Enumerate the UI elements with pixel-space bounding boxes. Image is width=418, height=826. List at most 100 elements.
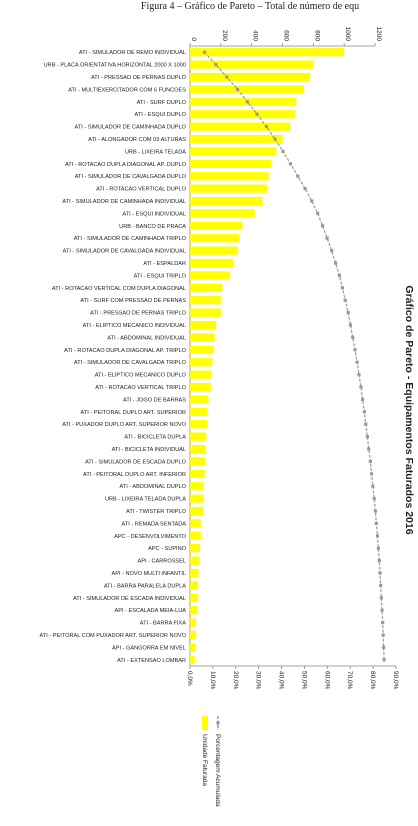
bar xyxy=(190,593,198,602)
cumulative-marker xyxy=(337,273,342,277)
cumulative-marker xyxy=(382,645,386,649)
cumulative-marker xyxy=(320,224,325,228)
bar xyxy=(190,444,206,454)
cumulative-marker xyxy=(281,149,285,153)
category-label: URB - BANCO DE PRACA xyxy=(119,224,186,230)
category-label: API - CARROSSEL xyxy=(138,559,187,565)
y-tick-label: 1000 xyxy=(344,27,351,42)
category-label: ATI - PUXADOR DUPLO ART. SUPERIOR NOVO xyxy=(62,422,186,428)
y-tick-label: 0 xyxy=(190,37,197,41)
cumulative-marker xyxy=(351,335,355,339)
cumulative-marker xyxy=(381,633,385,637)
cumulative-marker xyxy=(374,521,378,525)
category-label: ATI - ABDOMINAL INDIVIDUAL xyxy=(107,335,186,341)
bar xyxy=(190,494,204,503)
bar xyxy=(190,97,297,106)
category-label: ATI - ESQUI TRIPLO xyxy=(134,273,187,279)
category-label: ATI - SIMULADOR DE CAVALGADA DUPLO xyxy=(75,174,187,180)
cumulative-marker xyxy=(288,162,293,166)
y2-tick-label: 40,0% xyxy=(278,671,285,690)
cumulative-marker xyxy=(316,211,320,215)
cumulative-marker xyxy=(343,298,347,302)
y2-tick-label: 50,0% xyxy=(300,671,307,690)
category-label: ATI - ROTACAO VERTICAL DUPLO xyxy=(96,187,187,193)
cumulative-marker xyxy=(359,385,363,389)
category-label: API - ESCALADA MEIA-LUA xyxy=(115,608,187,614)
cumulative-marker xyxy=(362,410,367,414)
bar xyxy=(190,519,201,528)
y-tick-label: 800 xyxy=(313,30,320,41)
bar xyxy=(190,618,197,627)
bar xyxy=(190,457,206,466)
bar xyxy=(190,308,221,317)
bar xyxy=(190,643,196,652)
category-label: ATI - EXTENSAO LOMBAR xyxy=(117,658,186,664)
cumulative-marker xyxy=(371,484,375,488)
bar xyxy=(190,395,209,404)
category-label: URB - LIXEIRA TELADA xyxy=(125,149,186,155)
bar xyxy=(190,209,255,218)
bar xyxy=(190,482,204,491)
category-label: ATI - PRESSAO DE PERNAS TRIPLO xyxy=(90,311,186,317)
cumulative-marker xyxy=(357,373,361,377)
bar xyxy=(190,122,291,131)
bar xyxy=(190,234,240,243)
bar xyxy=(190,221,243,230)
cumulative-marker xyxy=(373,509,377,513)
bar xyxy=(190,556,200,565)
y2-tick-label: 60,0% xyxy=(323,671,330,690)
cumulative-marker xyxy=(245,100,250,104)
cumulative-marker xyxy=(360,397,365,401)
bar xyxy=(190,48,345,57)
cumulative-marker xyxy=(375,534,380,538)
y2-tick-label: 10,0% xyxy=(209,671,216,690)
category-label: ATI - PEITORAL DUPLO ART. INFERIOR xyxy=(83,472,186,478)
cumulative-marker xyxy=(346,311,350,315)
category-label: ATI - SIMULADOR DE CAMINHADA INDIVIDUAL xyxy=(62,199,186,205)
bar xyxy=(190,60,314,69)
category-label: ATI - SURF COM PRESSAO DE PERNAS xyxy=(80,298,186,304)
cumulative-marker xyxy=(330,249,334,253)
category-label: ATI - SIMULADOR DE ESCADA INDIVIDUAL xyxy=(73,596,186,602)
y2-tick-label: 0,0% xyxy=(186,671,193,686)
category-label: URB - LIXEIRA TELADA DUPLA xyxy=(105,497,186,503)
cumulative-marker xyxy=(381,621,385,625)
bar xyxy=(190,172,269,181)
bar xyxy=(190,85,305,94)
category-label: ATI - ALONGADOR COM 03 ALTURAS xyxy=(88,137,186,143)
bar xyxy=(190,345,214,354)
bar xyxy=(190,630,197,640)
cumulative-marker xyxy=(369,472,374,476)
bar xyxy=(190,110,295,119)
y2-tick-label: 70,0% xyxy=(346,671,353,690)
cumulative-marker xyxy=(376,546,380,550)
bar xyxy=(190,531,201,540)
category-label: ATI - ESPALDAR xyxy=(143,261,186,267)
category-label: APC - SUPINO xyxy=(148,546,187,552)
cumulative-marker xyxy=(368,459,372,463)
caption: Figura 4 – Gráfico de Pareto – Total de … xyxy=(141,1,359,12)
bar xyxy=(190,581,198,590)
y2-tick-label: 90,0% xyxy=(392,671,399,690)
cumulative-marker xyxy=(273,137,277,141)
category-label: URB - PLACA ORIENTATIVA HORIZONTAL 2000 … xyxy=(44,63,186,69)
bar xyxy=(190,184,268,193)
chart-title: Gráfico de Pareto - Equipamentos Faturad… xyxy=(403,285,415,534)
bar xyxy=(190,333,215,342)
cumulative-marker xyxy=(377,559,381,563)
bar xyxy=(190,382,211,392)
category-label: ATI - BARRA PARALELA DUPLA xyxy=(104,583,186,589)
category-label: ATI - SIMULADOR DE REMO INDIVIDUAL xyxy=(79,50,186,56)
cumulative-marker xyxy=(353,348,357,352)
category-label: ATI - ROTACAO DUPLA DIAGONAL AP. TRIPLO xyxy=(64,348,186,354)
cumulative-marker xyxy=(365,435,369,439)
category-label: ATI - SIMULADOR DE CAVALGADA TRIPLO xyxy=(74,360,187,366)
category-label: ATI - PEITORAL COM PUXADOR ART. SUPERIOR… xyxy=(40,633,187,639)
legend-swatch xyxy=(216,721,220,725)
cumulative-marker xyxy=(310,199,314,203)
cumulative-marker xyxy=(303,187,307,191)
cumulative-marker xyxy=(325,236,329,240)
category-label: ATI - MULTIEXERCITADOR COM 6 FUNCOES xyxy=(68,87,186,93)
cumulative-marker xyxy=(378,571,382,575)
